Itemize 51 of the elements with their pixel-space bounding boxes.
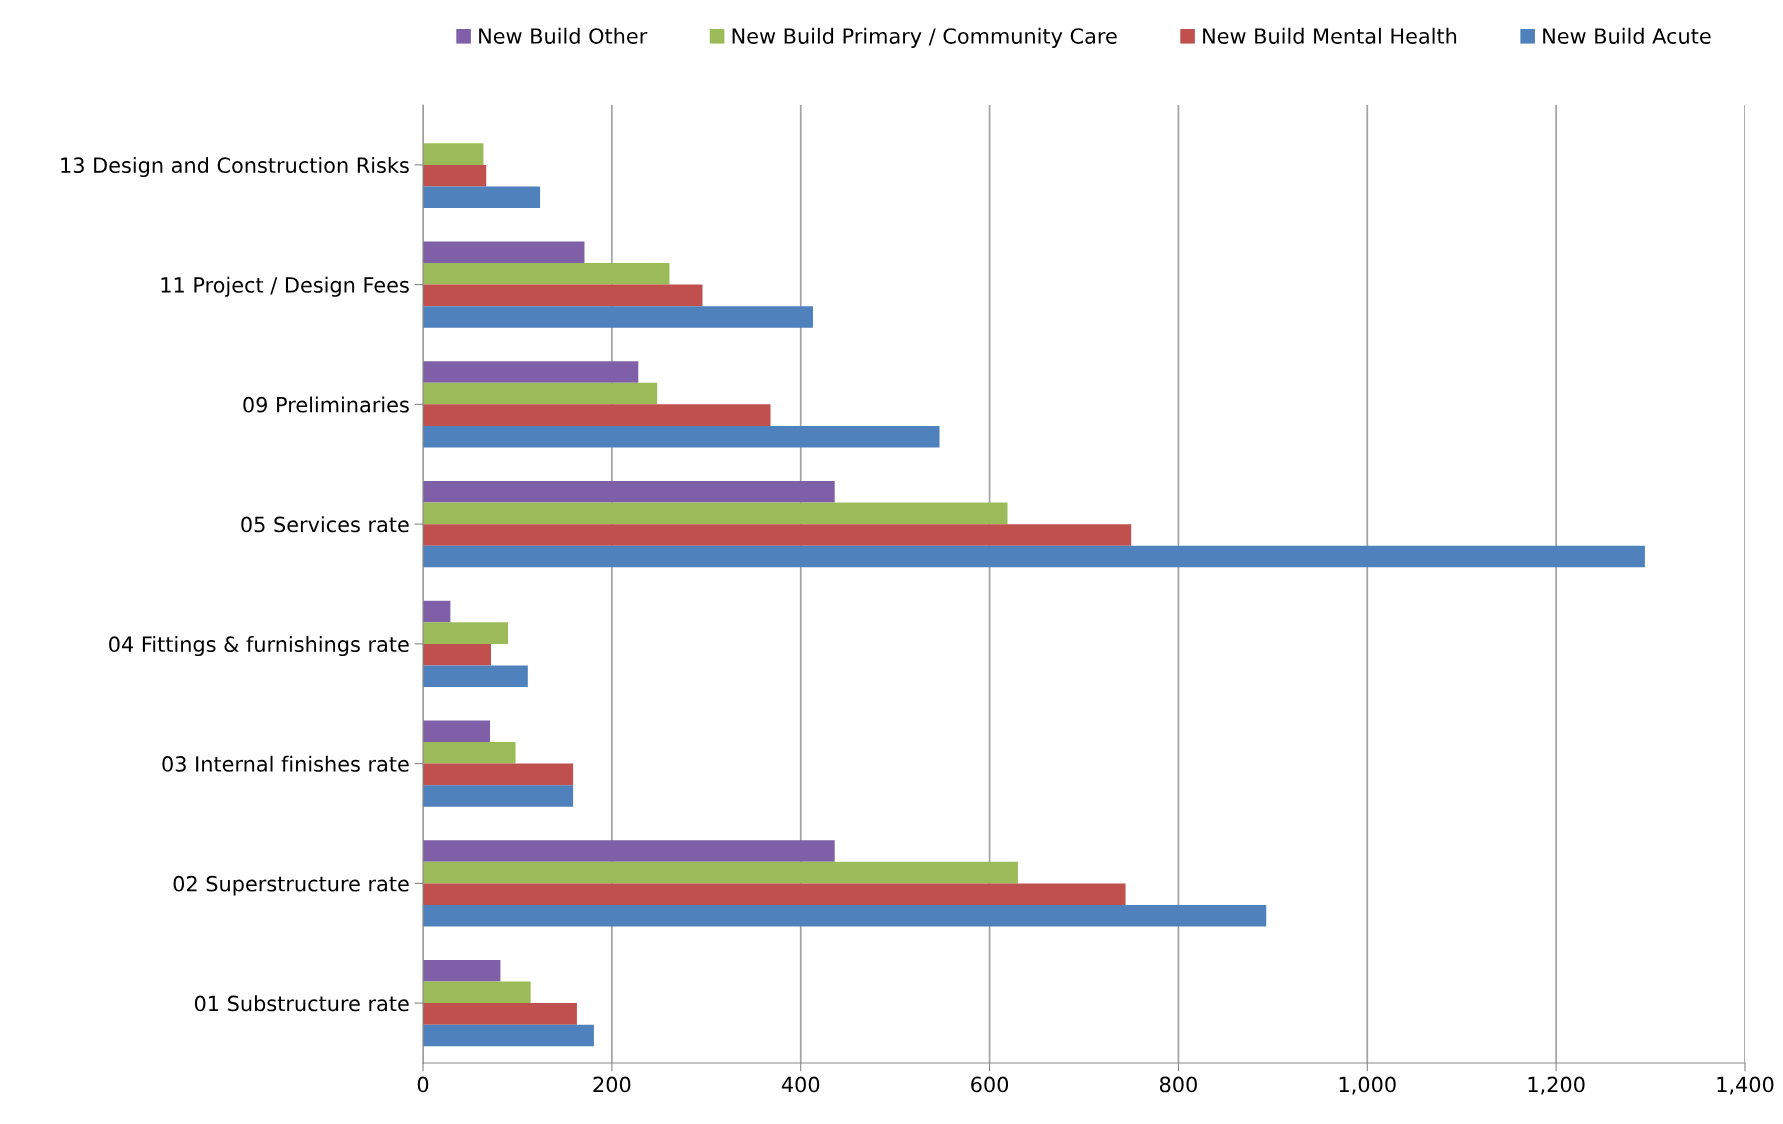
y-tick-label: 13 Design and Construction Risks — [61, 156, 409, 178]
bar — [423, 502, 1008, 525]
bar — [423, 643, 491, 666]
bar — [423, 622, 508, 644]
y-tick-label: 02 Superstructure rate — [173, 875, 409, 896]
bar — [423, 904, 1267, 927]
bar — [423, 665, 528, 687]
bar — [423, 763, 574, 786]
bar — [423, 164, 487, 187]
bar — [423, 524, 1132, 546]
legend-label: New Build Other — [479, 27, 648, 44]
bar — [423, 241, 585, 264]
bar — [423, 960, 501, 982]
y-tick-label: 03 Internal finishes rate — [162, 755, 409, 772]
bar — [423, 883, 1126, 905]
bar — [423, 545, 1645, 568]
bar — [423, 785, 574, 807]
bar — [423, 840, 835, 862]
bar — [423, 284, 703, 307]
x-tick-label: 600 — [971, 1076, 1009, 1093]
bar — [423, 306, 813, 328]
x-tick-label: 200 — [593, 1076, 631, 1093]
bar — [423, 404, 771, 426]
legend-label: New Build Mental Health — [1203, 27, 1457, 44]
x-tick-label: 400 — [781, 1076, 820, 1093]
y-tick-label: 09 Preliminaries — [243, 396, 409, 413]
bar — [423, 600, 451, 623]
bar — [423, 981, 531, 1004]
legend-label: New Build Acute — [1543, 27, 1711, 44]
bar — [423, 742, 516, 764]
legend-label: New Build Primary / Community Care — [732, 27, 1117, 48]
bar — [423, 263, 670, 285]
bar — [423, 186, 541, 208]
x-tick-label: 1,000 — [1339, 1076, 1396, 1095]
bar — [423, 143, 484, 165]
bar — [423, 1003, 577, 1025]
bar — [423, 361, 639, 383]
y-tick-label: 05 Services rate — [241, 516, 409, 533]
y-tick-label: 11 Project / Design Fees — [161, 276, 409, 297]
bar — [423, 481, 835, 503]
x-tick-label: 1,200 — [1528, 1076, 1585, 1095]
x-tick-label: 0 — [417, 1076, 429, 1093]
bar — [423, 861, 1018, 884]
bar — [423, 382, 658, 405]
x-tick-label: 800 — [1159, 1076, 1197, 1093]
bar — [423, 720, 491, 743]
y-tick-label: 01 Substructure rate — [194, 995, 409, 1012]
bar — [423, 1024, 594, 1047]
bar — [423, 425, 940, 448]
y-tick-label: 04 Fittings & furnishings rate — [109, 635, 409, 657]
x-tick-label: 1,400 — [1717, 1076, 1774, 1095]
